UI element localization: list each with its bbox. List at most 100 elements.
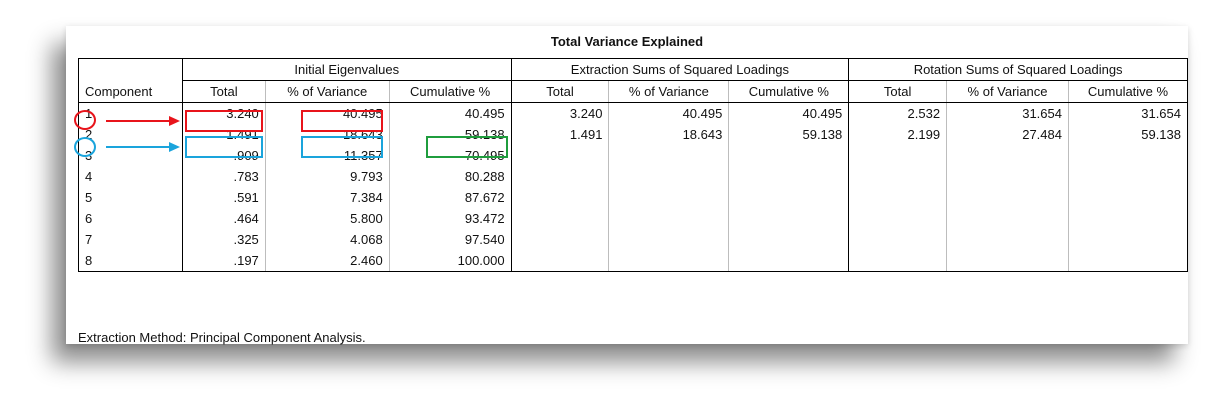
cell: 2.199 bbox=[848, 124, 947, 145]
cell bbox=[608, 250, 729, 272]
cell: 11.357 bbox=[264, 145, 390, 166]
cell bbox=[728, 187, 849, 208]
cell: 1.491 bbox=[510, 124, 609, 145]
table-row: 8 .197 2.460 100.000 bbox=[78, 250, 1189, 272]
group-header-extraction: Extraction Sums of Squared Loadings bbox=[510, 58, 849, 81]
cell bbox=[608, 229, 729, 250]
cell: 87.672 bbox=[388, 187, 512, 208]
cell bbox=[510, 145, 609, 166]
cell bbox=[510, 229, 609, 250]
cell bbox=[728, 145, 849, 166]
cell bbox=[1067, 187, 1189, 208]
cell bbox=[946, 250, 1069, 272]
cell bbox=[510, 166, 609, 187]
cell: 70.495 bbox=[388, 145, 512, 166]
cell: .783 bbox=[181, 166, 266, 187]
cell bbox=[608, 166, 729, 187]
cell: 9.793 bbox=[264, 166, 390, 187]
cell: 93.472 bbox=[388, 208, 512, 229]
cell: 31.654 bbox=[946, 102, 1069, 124]
component-cell: 2 bbox=[78, 124, 183, 145]
cell bbox=[946, 145, 1069, 166]
col-header-percent-variance: % of Variance bbox=[608, 80, 729, 103]
cell: .591 bbox=[181, 187, 266, 208]
cell: 3.240 bbox=[510, 102, 609, 124]
col-header-total: Total bbox=[510, 80, 609, 103]
cell: 80.288 bbox=[388, 166, 512, 187]
component-header-blank bbox=[78, 58, 183, 81]
cell bbox=[848, 187, 947, 208]
col-header-total: Total bbox=[848, 80, 947, 103]
cell bbox=[946, 208, 1069, 229]
component-cell: 7 bbox=[78, 229, 183, 250]
cell: 40.495 bbox=[728, 102, 849, 124]
cell: 100.000 bbox=[388, 250, 512, 272]
table-row: 1 3.240 40.495 40.495 3.240 40.495 40.49… bbox=[78, 102, 1189, 124]
highlight-circle-component-2 bbox=[74, 137, 96, 157]
col-header-cumulative: Cumulative % bbox=[728, 80, 849, 103]
cell bbox=[1067, 145, 1189, 166]
cell: 59.138 bbox=[1067, 124, 1189, 145]
table-row: 2 1.491 18.643 59.138 1.491 18.643 59.13… bbox=[78, 124, 1189, 145]
component-cell: 5 bbox=[78, 187, 183, 208]
cell bbox=[608, 145, 729, 166]
table-title: Total Variance Explained bbox=[550, 34, 704, 49]
highlight-box-cumulative-2 bbox=[426, 136, 508, 158]
cell: 59.138 bbox=[388, 124, 512, 145]
cell: 2.532 bbox=[848, 102, 947, 124]
cell bbox=[608, 208, 729, 229]
cell bbox=[1067, 250, 1189, 272]
table-row: 3 .909 11.357 70.495 bbox=[78, 145, 1189, 166]
group-header-initial: Initial Eigenvalues bbox=[181, 58, 512, 81]
cell bbox=[848, 250, 947, 272]
component-cell: 4 bbox=[78, 166, 183, 187]
table-row: 7 .325 4.068 97.540 bbox=[78, 229, 1189, 250]
cell bbox=[848, 166, 947, 187]
cell: 59.138 bbox=[728, 124, 849, 145]
cell: 2.460 bbox=[264, 250, 390, 272]
highlight-circle-component-1 bbox=[74, 110, 96, 130]
cell bbox=[946, 166, 1069, 187]
variance-table: Initial Eigenvalues Extraction Sums of S… bbox=[78, 58, 1189, 272]
cell bbox=[510, 208, 609, 229]
cell: 4.068 bbox=[264, 229, 390, 250]
cell: .197 bbox=[181, 250, 266, 272]
cell bbox=[510, 187, 609, 208]
cell bbox=[1067, 166, 1189, 187]
cell bbox=[848, 229, 947, 250]
table-footnote: Extraction Method: Principal Component A… bbox=[78, 330, 366, 345]
cell bbox=[848, 208, 947, 229]
col-header-cumulative: Cumulative % bbox=[388, 80, 512, 103]
cell: 31.654 bbox=[1067, 102, 1189, 124]
col-header-percent-variance: % of Variance bbox=[264, 80, 390, 103]
col-header-percent-variance: % of Variance bbox=[946, 80, 1069, 103]
group-header-rotation: Rotation Sums of Squared Loadings bbox=[848, 58, 1188, 81]
component-cell: 6 bbox=[78, 208, 183, 229]
table-row: 6 .464 5.800 93.472 bbox=[78, 208, 1189, 229]
component-header: Component bbox=[78, 80, 183, 103]
output-panel: Total Variance Explained Initial Eigenva… bbox=[66, 26, 1189, 345]
cell: 3.240 bbox=[181, 102, 266, 124]
component-cell: 8 bbox=[78, 250, 183, 272]
cell bbox=[946, 229, 1069, 250]
col-header-total: Total bbox=[181, 80, 266, 103]
cell: .909 bbox=[181, 145, 266, 166]
cell bbox=[728, 250, 849, 272]
cell bbox=[1067, 208, 1189, 229]
highlight-box-variance-1 bbox=[301, 110, 383, 132]
cell bbox=[946, 187, 1069, 208]
table-row: 4 .783 9.793 80.288 bbox=[78, 166, 1189, 187]
highlight-box-variance-2 bbox=[301, 136, 383, 158]
cell: 40.495 bbox=[388, 102, 512, 124]
cell bbox=[728, 166, 849, 187]
cell bbox=[608, 187, 729, 208]
cell: 18.643 bbox=[608, 124, 729, 145]
table-row: 5 .591 7.384 87.672 bbox=[78, 187, 1189, 208]
cell: 97.540 bbox=[388, 229, 512, 250]
cell bbox=[510, 250, 609, 272]
cell: 40.495 bbox=[608, 102, 729, 124]
col-header-cumulative: Cumulative % bbox=[1067, 80, 1189, 103]
cell bbox=[1067, 229, 1189, 250]
cell bbox=[848, 145, 947, 166]
cell: 40.495 bbox=[264, 102, 390, 124]
